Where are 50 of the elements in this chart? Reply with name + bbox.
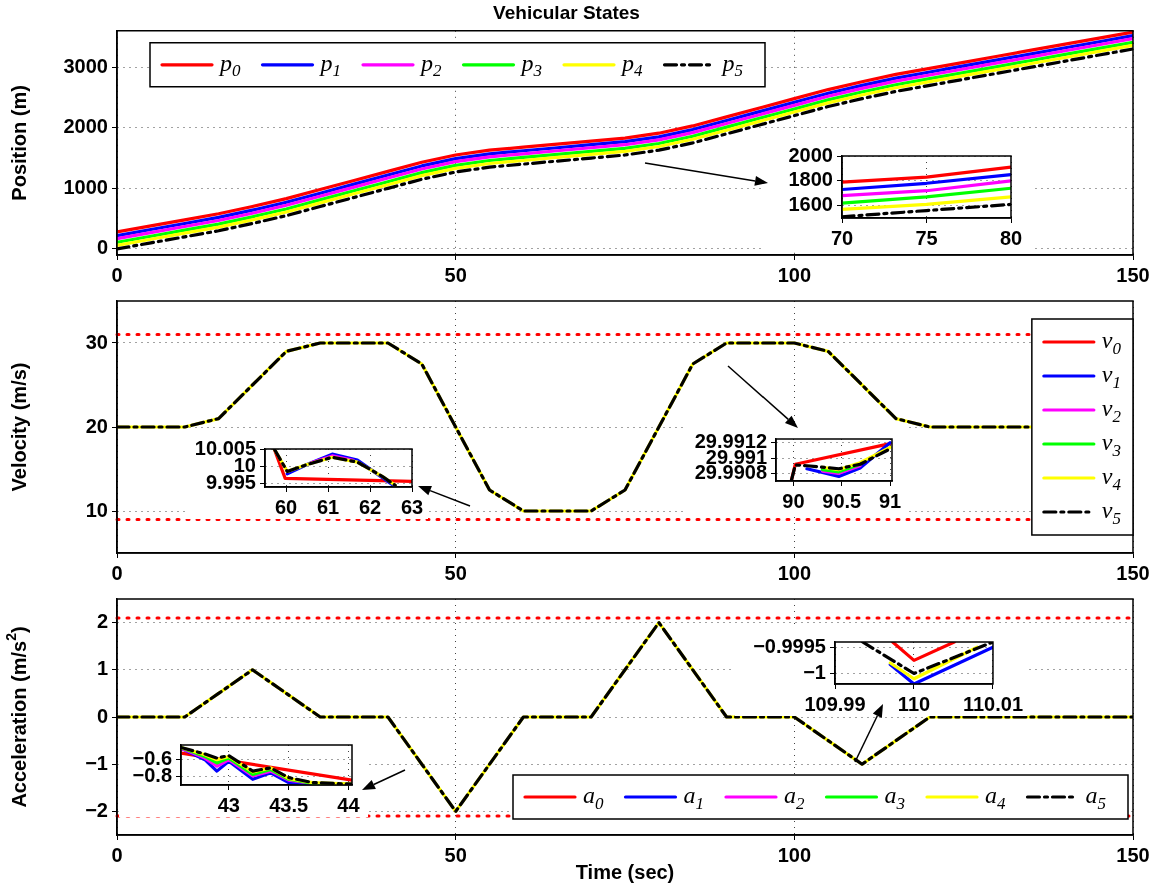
y-tick-label: 2000 xyxy=(788,143,833,166)
x-tick-label: 43 xyxy=(217,793,240,816)
y-tick-label: 1800 xyxy=(788,168,833,191)
y-tick-label: −1 xyxy=(85,751,108,774)
chart-title: Vehicular States xyxy=(493,1,640,23)
y-tick-label: −1 xyxy=(803,661,826,684)
x-tick-label: 75 xyxy=(915,226,938,249)
y-axis-title: Velocity (m/s) xyxy=(7,362,30,492)
x-tick-label: 50 xyxy=(444,843,467,866)
x-tick-label: 90 xyxy=(782,489,805,512)
x-tick-label: 100 xyxy=(777,843,812,866)
y-tick-label: −2 xyxy=(85,798,108,821)
y-tick-label: 10 xyxy=(85,498,108,521)
y-tick-label: 2000 xyxy=(63,115,108,138)
y-tick-label: 1600 xyxy=(788,193,833,216)
x-tick-label: 50 xyxy=(444,561,467,584)
x-tick-label: 150 xyxy=(1116,263,1150,286)
x-tick-label: 70 xyxy=(830,226,854,249)
x-tick-label: 100 xyxy=(777,263,812,286)
x-tick-label: 110.01 xyxy=(962,692,1023,715)
x-tick-label: 80 xyxy=(999,226,1023,249)
x-tick-label: 91 xyxy=(878,489,902,512)
x-tick-label: 150 xyxy=(1116,561,1150,584)
y-tick-label: −0.9995 xyxy=(753,634,826,657)
y-tick-label: 2 xyxy=(96,610,108,633)
y-tick-label: 9.995 xyxy=(205,471,256,494)
x-tick-label: 61 xyxy=(316,495,340,518)
y-tick-label: 1000 xyxy=(63,175,108,198)
y-tick-label: 20 xyxy=(85,414,108,437)
x-tick-label: 150 xyxy=(1116,843,1150,866)
x-tick-label: 43.5 xyxy=(269,793,309,816)
x-tick-label: 0 xyxy=(111,843,123,866)
x-tick-label: 60 xyxy=(274,495,298,518)
x-tick-label: 62 xyxy=(358,495,382,518)
y-tick-label: 1 xyxy=(96,657,108,680)
x-axis-title: Time (sec) xyxy=(575,860,675,883)
x-tick-label: 44 xyxy=(337,793,361,816)
x-tick-label: 63 xyxy=(400,495,424,518)
x-tick-label: 90.5 xyxy=(822,489,862,512)
x-tick-label: 100 xyxy=(777,561,812,584)
y-tick-label: 10.005 xyxy=(194,436,256,459)
x-tick-label: 0 xyxy=(111,561,123,584)
x-tick-label: 110 xyxy=(897,692,931,715)
y-tick-label: 3000 xyxy=(63,54,108,77)
x-tick-label: 50 xyxy=(444,263,467,286)
x-tick-label: 109.99 xyxy=(804,692,866,715)
x-tick-label: 0 xyxy=(111,263,123,286)
y-tick-label: 30 xyxy=(85,330,108,353)
y-axis-title: Acceleration (m/s2) xyxy=(2,626,30,808)
y-axis-title: Position (m) xyxy=(7,85,30,201)
